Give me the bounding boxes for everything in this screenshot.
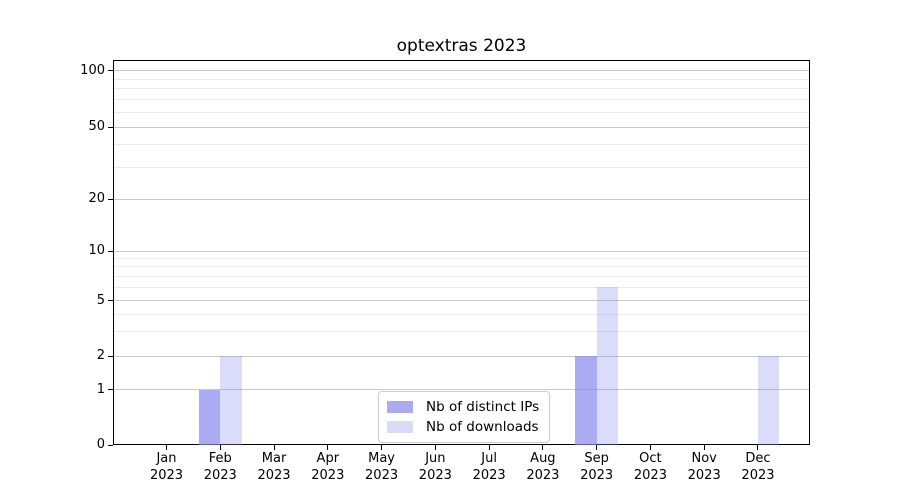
legend-swatch-downloads <box>387 421 413 433</box>
gridline-minor <box>113 330 810 332</box>
bar-distinct-ips <box>575 356 597 445</box>
y-tick-mark <box>108 250 113 252</box>
x-tick-label: Dec 2023 <box>726 450 790 484</box>
x-tick-mark <box>434 445 436 450</box>
gridline-minor <box>113 78 810 80</box>
x-tick-month: Jul <box>481 451 497 466</box>
x-tick-label: Nov 2023 <box>672 450 736 484</box>
x-tick-year: 2023 <box>365 468 399 483</box>
bar-downloads <box>757 356 780 445</box>
y-tick-label: 10 <box>88 243 105 258</box>
chart-title: optextras 2023 <box>396 36 527 56</box>
x-tick-mark <box>273 445 275 450</box>
gridline-major <box>113 126 810 128</box>
x-tick-year: 2023 <box>203 468 237 483</box>
x-tick-year: 2023 <box>418 468 452 483</box>
legend-entry: Nb of distinct IPs <box>387 399 539 415</box>
x-tick-label: Jun 2023 <box>403 450 467 484</box>
x-tick-year: 2023 <box>311 468 345 483</box>
x-tick-mark <box>703 445 705 450</box>
x-tick-label: Jul 2023 <box>457 450 521 484</box>
y-tick-mark <box>108 300 113 301</box>
y-tick-mark <box>108 355 113 357</box>
y-tick-label: 2 <box>96 348 105 363</box>
x-tick-month: Oct <box>639 451 662 466</box>
x-tick-label: Sep 2023 <box>565 450 629 484</box>
x-tick-mark <box>219 445 221 450</box>
gridline-minor <box>113 88 810 90</box>
x-tick-year: 2023 <box>580 468 614 483</box>
legend-label: Nb of distinct IPs <box>426 399 540 415</box>
y-tick-mark <box>108 126 113 128</box>
x-tick-label: Apr 2023 <box>296 450 360 484</box>
bar-downloads <box>220 356 242 445</box>
gridline-minor <box>113 275 810 277</box>
x-tick-month: Dec <box>745 451 771 466</box>
y-tick-label: 20 <box>88 191 105 206</box>
y-tick-mark <box>108 70 113 71</box>
y-tick-mark <box>108 389 113 390</box>
x-tick-label: Aug 2023 <box>511 450 575 484</box>
x-tick-mark <box>488 445 490 450</box>
x-tick-label: Mar 2023 <box>242 450 306 484</box>
x-tick-label: Oct 2023 <box>618 450 682 484</box>
x-tick-mark <box>649 445 651 450</box>
x-tick-mark <box>542 445 544 450</box>
x-tick-label: Feb 2023 <box>188 450 252 484</box>
x-tick-month: Nov <box>691 451 717 466</box>
gridline-minor <box>113 286 810 288</box>
x-tick-label: May 2023 <box>350 450 414 484</box>
x-tick-month: Apr <box>316 451 340 466</box>
bar-downloads <box>596 287 619 445</box>
plot-frame <box>113 60 810 445</box>
gridline-major <box>113 300 810 301</box>
x-tick-year: 2023 <box>633 468 667 483</box>
x-tick-label: Jan 2023 <box>135 450 199 484</box>
x-tick-month: Jun <box>425 451 446 466</box>
x-tick-month: Mar <box>261 451 287 466</box>
x-tick-year: 2023 <box>257 468 291 483</box>
gridline-minor <box>113 144 810 146</box>
gridline-minor <box>113 166 810 168</box>
x-tick-mark <box>596 445 598 450</box>
x-tick-mark <box>381 445 383 450</box>
x-tick-month: Aug <box>530 451 556 466</box>
bar-distinct-ips <box>198 389 221 445</box>
x-tick-year: 2023 <box>687 468 721 483</box>
gridline-major <box>113 250 810 252</box>
legend-swatch-distinct-ips <box>387 401 413 413</box>
y-tick-label: 0 <box>96 437 105 452</box>
gridline-major <box>113 198 810 200</box>
y-tick-label: 100 <box>80 62 105 78</box>
gridline-minor <box>113 111 810 113</box>
x-tick-mark <box>166 445 167 450</box>
legend: Nb of distinct IPs Nb of downloads <box>378 391 551 443</box>
legend-entry: Nb of downloads <box>387 419 539 435</box>
x-tick-month: Feb <box>208 451 232 466</box>
gridline-major <box>113 389 810 390</box>
legend-label: Nb of downloads <box>426 419 539 435</box>
x-tick-year: 2023 <box>526 468 560 483</box>
gridline-major <box>113 355 810 357</box>
x-tick-month: May <box>368 451 396 466</box>
gridline-minor <box>113 258 810 260</box>
x-tick-mark <box>757 445 759 450</box>
x-tick-year: 2023 <box>149 468 184 483</box>
gridline-minor <box>113 313 810 315</box>
x-tick-year: 2023 <box>472 468 506 483</box>
y-tick-label: 1 <box>96 381 105 397</box>
x-tick-mark <box>327 445 329 450</box>
gridline-major <box>113 70 810 71</box>
x-tick-month: Sep <box>584 451 609 466</box>
gridline-minor <box>113 99 810 101</box>
y-tick-mark <box>108 444 113 446</box>
y-tick-label: 50 <box>88 119 105 134</box>
y-tick-label: 5 <box>96 292 105 308</box>
x-tick-month: Jan <box>156 451 177 466</box>
x-tick-year: 2023 <box>741 468 775 483</box>
gridline-minor <box>113 266 810 268</box>
y-tick-mark <box>108 198 113 200</box>
